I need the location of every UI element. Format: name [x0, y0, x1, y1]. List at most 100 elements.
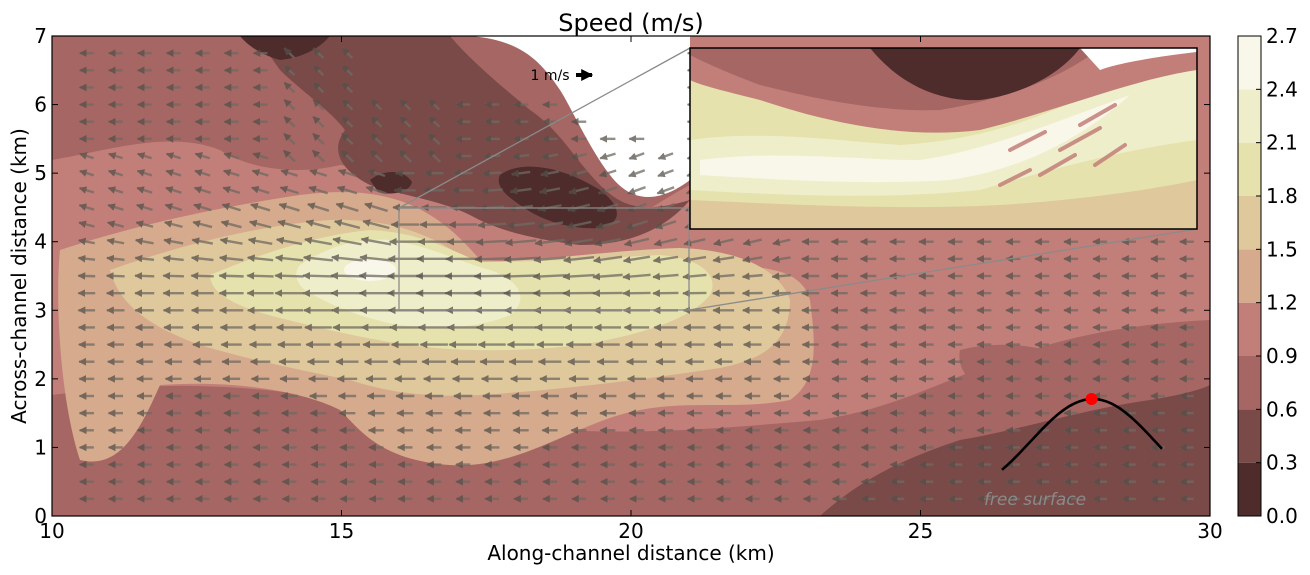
- y-axis-label: Across-channel distance (km): [7, 128, 31, 424]
- velocity-arrow: [682, 255, 707, 264]
- inset-tan-lower: [690, 180, 1197, 229]
- colorbar-segment: [1238, 462, 1261, 516]
- x-axis: 10 15 20 25 30: [39, 36, 1223, 543]
- velocity-arrow: [307, 202, 330, 212]
- velocity-arrow: [370, 115, 383, 128]
- velocity-arrow: [533, 255, 566, 264]
- velocity-arrow: [136, 203, 153, 212]
- velocity-arrow: [305, 219, 331, 229]
- velocity-arrow: [162, 254, 184, 263]
- inset-streak: [998, 168, 1032, 187]
- chart-title: Speed (m/s): [558, 9, 704, 37]
- velocity-arrow: [625, 219, 649, 230]
- velocity-arrow: [312, 132, 325, 146]
- velocity-arrow: [163, 220, 183, 229]
- velocity-arrow: [481, 169, 502, 178]
- colorbar-segment: [1238, 36, 1261, 90]
- velocity-arrow: [311, 149, 325, 163]
- velocity-arrow: [190, 272, 214, 280]
- velocity-arrow: [302, 254, 334, 262]
- velocity-arrow: [652, 255, 679, 264]
- velocity-arrow: [364, 202, 388, 213]
- inset-streak: [1093, 143, 1127, 167]
- colorbar-frame: [1237, 35, 1262, 517]
- velocity-arrow: [509, 186, 532, 195]
- colorbar-segment: [1238, 142, 1261, 196]
- velocity-arrow: [77, 254, 96, 263]
- x-tick-label: 15: [329, 519, 354, 543]
- velocity-arrow: [78, 186, 95, 194]
- colorbar-tick-label: 1.8: [1266, 184, 1298, 208]
- velocity-arrow: [332, 236, 362, 246]
- velocity-arrow: [165, 169, 182, 177]
- velocity-arrow: [252, 152, 269, 160]
- inset-streak: [1008, 130, 1047, 152]
- velocity-arrow: [565, 220, 592, 230]
- velocity-arrow: [362, 219, 390, 230]
- zoom-indicator: [398, 47, 1198, 311]
- velocity-arrow: [504, 238, 537, 247]
- velocity-arrow: [741, 272, 763, 281]
- velocity-arrow: [274, 254, 304, 262]
- velocity-arrow: [312, 81, 325, 94]
- velocity-arrow: [474, 255, 510, 264]
- velocity-arrow: [370, 98, 383, 111]
- velocity-arrow: [592, 272, 623, 281]
- velocity-arrow: [477, 221, 507, 229]
- velocity-arrow: [427, 132, 441, 146]
- velocity-arrow: [274, 271, 304, 280]
- velocity-arrow: [568, 186, 589, 195]
- tide-phase-marker: [1085, 393, 1098, 405]
- velocity-arrow: [135, 220, 154, 228]
- velocity-arrow: [337, 168, 357, 177]
- x-axis-label: Along-channel distance (km): [487, 541, 774, 565]
- velocity-arrow: [312, 98, 325, 111]
- velocity-arrow: [163, 237, 184, 245]
- velocity-arrow: [330, 271, 364, 280]
- velocity-arrow: [283, 132, 296, 145]
- velocity-arrow: [77, 272, 96, 280]
- inset-darkest-upper: [870, 48, 1080, 101]
- velocity-arrow: [308, 185, 329, 195]
- velocity-arrow: [194, 169, 211, 177]
- velocity-arrow: [304, 236, 333, 246]
- velocity-arrow: [628, 169, 646, 178]
- velocity-arrow: [190, 254, 214, 263]
- velocity-arrow: [359, 254, 393, 262]
- x-tick-label: 30: [1197, 519, 1222, 543]
- velocity-arrow: [283, 98, 296, 111]
- velocity-arrow: [541, 152, 559, 161]
- velocity-arrow: [312, 47, 325, 59]
- velocity-arrow: [475, 238, 508, 246]
- velocity-arrow: [569, 169, 588, 178]
- colorbar-segment: [1238, 356, 1261, 410]
- tide-curve: [1001, 397, 1163, 471]
- velocity-arrow: [628, 152, 645, 160]
- tidal-phase-indicator: free surface: [984, 393, 1163, 510]
- velocity-arrow: [194, 152, 211, 160]
- velocity-arrow: [341, 115, 354, 128]
- velocity-arrow: [279, 185, 299, 195]
- x-tick-label: 25: [908, 519, 933, 543]
- contour-0.0-0.3-band-bay: [498, 166, 617, 229]
- velocity-arrow: [223, 152, 240, 160]
- velocity-arrow: [771, 272, 791, 281]
- velocity-arrow: [683, 238, 706, 247]
- velocity-arrow: [503, 255, 538, 264]
- velocity-arrow: [340, 132, 354, 146]
- velocity-arrow: [191, 237, 214, 245]
- velocity-arrow: [598, 169, 617, 178]
- velocity-arrow: [136, 186, 153, 194]
- y-tick-label: 6: [34, 93, 47, 117]
- colorbar: 0.0 0.3 0.6 0.9 1.2 1.5 1.8 2.1 2.4 2.7: [1237, 24, 1298, 528]
- colorbar-tick-label: 1.5: [1266, 237, 1298, 261]
- velocity-arrow: [360, 236, 392, 246]
- velocity-arrow: [772, 238, 791, 246]
- velocity-arrow: [134, 272, 155, 280]
- velocity-arrow: [599, 152, 616, 161]
- velocity-arrow: [712, 255, 735, 264]
- y-tick-label: 3: [34, 298, 47, 322]
- velocity-arrow: [218, 272, 244, 280]
- velocity-arrow: [341, 98, 354, 111]
- colorbar-tick-label: 0.9: [1266, 344, 1298, 368]
